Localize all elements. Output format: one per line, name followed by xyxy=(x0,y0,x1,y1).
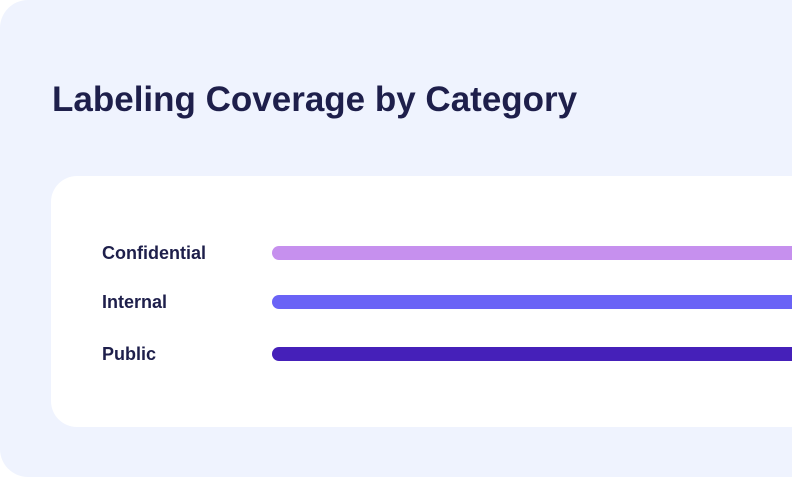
category-label-public: Public xyxy=(102,344,157,364)
category-label-internal: Internal xyxy=(102,292,168,312)
page-title: Labeling Coverage by Category xyxy=(52,80,578,119)
bar-internal xyxy=(272,295,792,309)
bar-confidential xyxy=(272,246,792,260)
category-label-confidential: Confidential xyxy=(102,243,206,263)
bar-public xyxy=(272,347,792,361)
